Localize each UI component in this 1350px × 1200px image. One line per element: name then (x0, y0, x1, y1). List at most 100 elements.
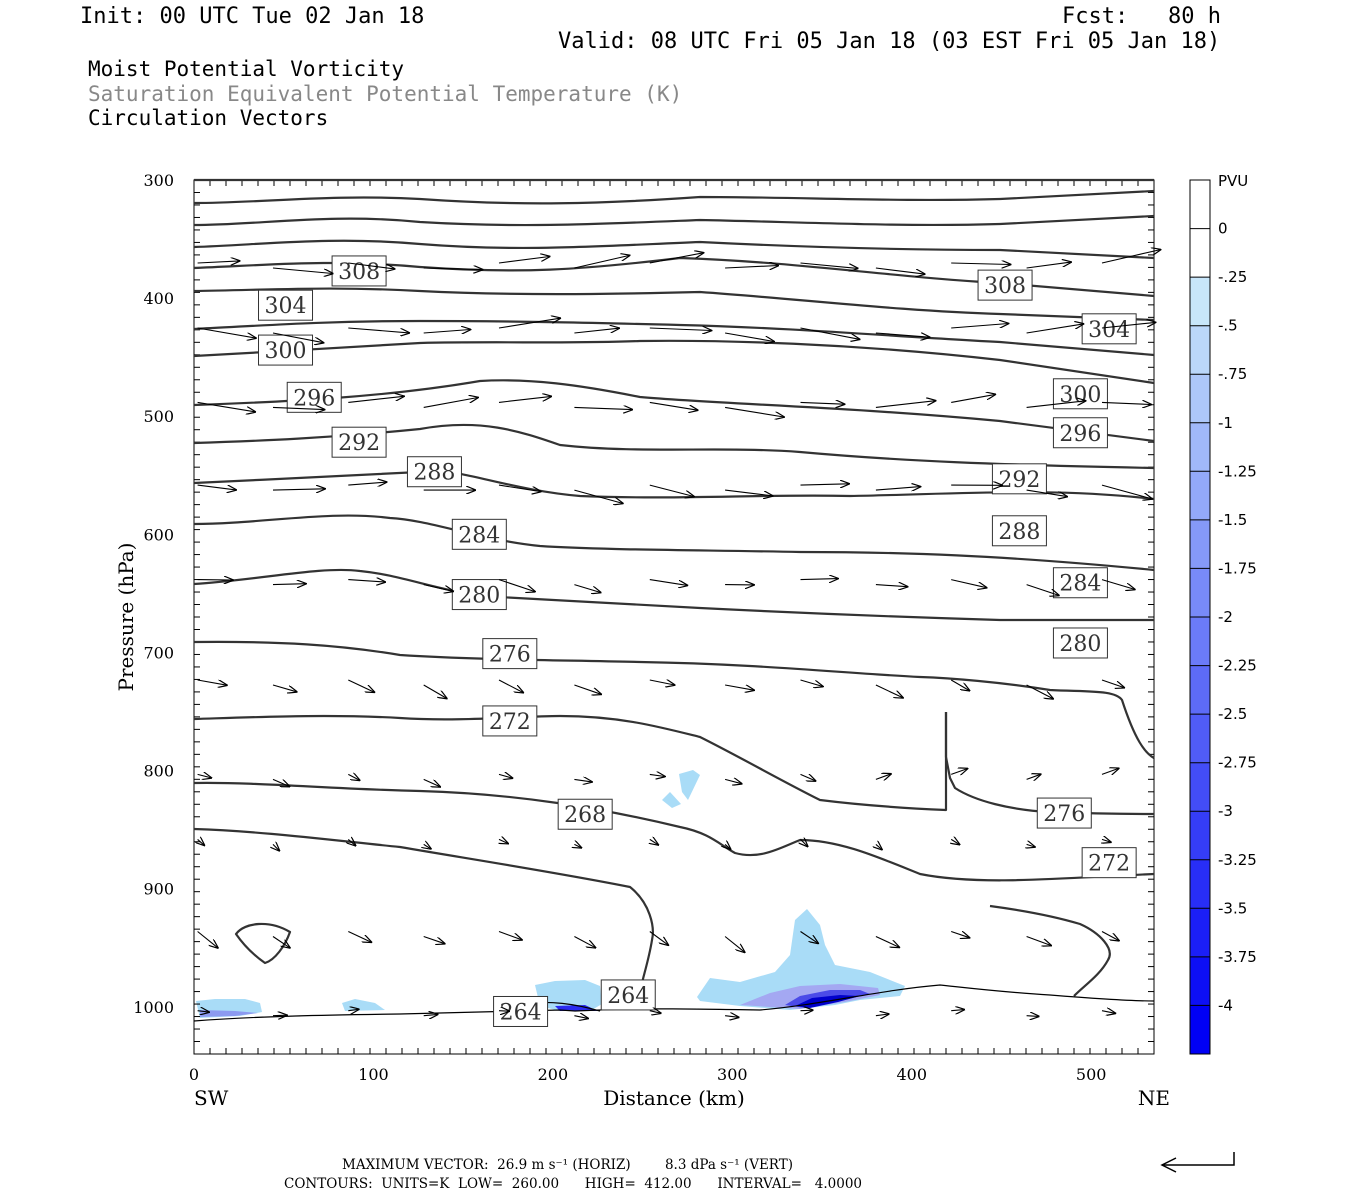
circulation-vector (1026, 324, 1084, 334)
field-title-pv: Moist Potential Vorticity (88, 57, 405, 81)
colorbar-label: -.75 (1218, 365, 1247, 383)
circulation-vector (649, 774, 665, 776)
circulation-vector (876, 844, 882, 849)
colorbar-unit: PVU (1218, 172, 1248, 190)
circulation-vector (725, 684, 754, 690)
circulation-vector (498, 1011, 509, 1012)
circulation-vector (574, 255, 629, 269)
circulation-vector (950, 679, 969, 691)
circulation-vector (649, 253, 704, 264)
circulation-vector (725, 332, 774, 342)
circulation-vector (348, 1009, 358, 1010)
colorbar-label: -1.5 (1218, 511, 1247, 529)
circulation-vector (1101, 931, 1119, 941)
circulation-vector (423, 684, 447, 698)
circulation-vector (348, 774, 359, 780)
circulation-vector (574, 779, 592, 782)
circulation-vector (801, 839, 808, 846)
circulation-vector (498, 930, 522, 940)
contour-label: 272 (482, 705, 538, 737)
circulation-vector (725, 266, 778, 269)
circulation-vector (574, 328, 619, 334)
colorbar-segment (1190, 325, 1210, 375)
circulation-vector (951, 930, 969, 938)
contour-label: 308 (977, 269, 1033, 301)
circulation-vector (1026, 1016, 1039, 1017)
colorbar-label: -3.25 (1218, 851, 1257, 869)
circulation-vector (498, 774, 512, 778)
circulation-vectors (198, 250, 1161, 1019)
colorbar-segment (1190, 228, 1210, 278)
y-tick-label: 400 (143, 289, 174, 308)
contours-info-line: CONTOURS: UNITS=K LOW= 260.00 HIGH= 412.… (284, 1176, 863, 1192)
circulation-vector (423, 935, 445, 944)
circulation-vector (800, 1010, 813, 1011)
svg-text:292: 292 (998, 468, 1040, 493)
circulation-vector (649, 1011, 661, 1014)
contour-label: 300 (258, 334, 314, 366)
colorbar-segment (1190, 811, 1210, 861)
colorbar-segment (1190, 859, 1210, 909)
circulation-vector (800, 774, 816, 781)
colorbar-segment (1190, 471, 1210, 521)
colorbar-segment (1190, 277, 1210, 327)
contour-label: 280 (451, 579, 507, 611)
colorbar-label: 0 (1218, 220, 1228, 238)
svg-text:296: 296 (293, 386, 335, 411)
colorbar-segment (1190, 568, 1210, 618)
circulation-vector (875, 936, 899, 948)
svg-text:268: 268 (564, 803, 606, 828)
contour-label: 296 (286, 381, 342, 413)
circulation-vector (498, 257, 550, 264)
circulation-vector (197, 580, 233, 581)
field-title-theta-es: Saturation Equivalent Potential Temperat… (88, 82, 683, 106)
circulation-vector (1102, 839, 1111, 842)
circulation-vector (574, 489, 622, 503)
x-tick-label: 0 (189, 1065, 199, 1084)
circulation-vector (650, 839, 658, 844)
circulation-vector (875, 774, 891, 780)
contour-label: 288 (406, 456, 462, 488)
colorbar-label: -2 (1218, 608, 1233, 626)
axis-minor-ticks (193, 179, 1155, 1055)
circulation-vector (423, 398, 478, 408)
circulation-vector (649, 484, 694, 496)
plot-frame (193, 179, 1155, 1055)
colorbar-label: -4 (1218, 996, 1233, 1014)
circulation-vector (800, 579, 838, 580)
contour-label: 292 (331, 426, 387, 458)
y-tick-label: 1000 (133, 998, 174, 1017)
circulation-vector (197, 401, 256, 412)
circulation-vector (197, 261, 240, 263)
circulation-vector (574, 936, 595, 948)
circulation-vector (197, 484, 236, 490)
circulation-vector (574, 1016, 588, 1019)
circulation-vector (272, 684, 297, 692)
colorbar-label: -1 (1218, 414, 1233, 432)
contour-label: 276 (482, 638, 538, 670)
y-tick-label: 700 (143, 643, 174, 662)
circulation-vector (423, 584, 454, 592)
circulation-vector (348, 327, 409, 333)
circulation-vector (800, 262, 858, 268)
init-time: Init: 00 UTC Tue 02 Jan 18 (80, 4, 425, 29)
x-tick-label: 200 (538, 1065, 569, 1084)
circulation-vector (1026, 489, 1067, 497)
circulation-vector (348, 396, 404, 403)
colorbar-segment (1190, 908, 1210, 958)
circulation-vector (649, 401, 698, 410)
svg-text:296: 296 (1059, 422, 1101, 447)
circulation-vector (800, 484, 850, 485)
circulation-vector (197, 1011, 209, 1012)
svg-text:284: 284 (1059, 572, 1101, 597)
svg-text:300: 300 (265, 339, 307, 364)
contour-label: 276 (1036, 797, 1092, 829)
contour-label: 268 (557, 798, 613, 830)
circulation-vector (498, 396, 551, 403)
circulation-vector (348, 482, 386, 485)
svg-text:292: 292 (338, 431, 380, 456)
circulation-vector (423, 1014, 438, 1015)
x-axis-title: Distance (km) (603, 1086, 745, 1110)
contour-label: 288 (991, 515, 1047, 547)
forecast-hour: Fcst: 80 h (1062, 4, 1221, 29)
